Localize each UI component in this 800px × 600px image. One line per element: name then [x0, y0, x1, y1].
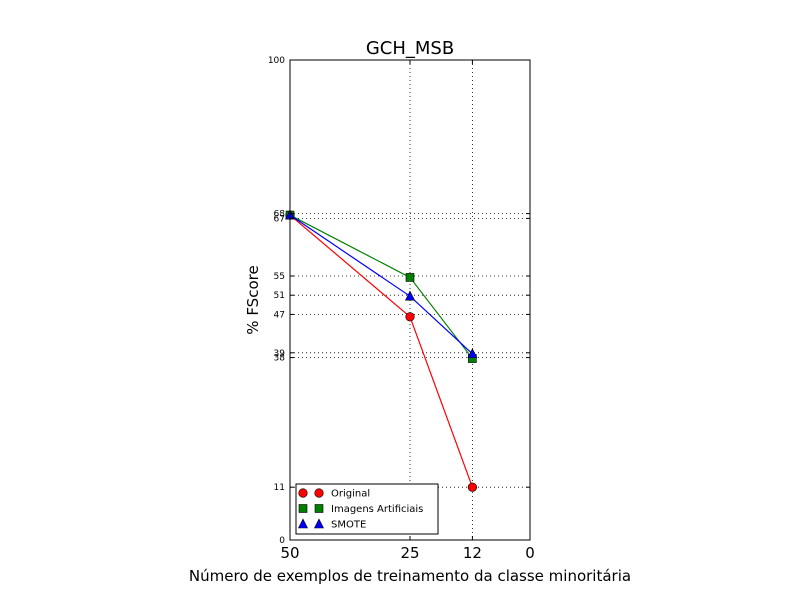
legend-marker-imagens-artificiais	[298, 504, 308, 513]
data-point-smote	[405, 290, 415, 301]
series-layer	[285, 209, 478, 492]
legend-marker-smote	[314, 518, 324, 529]
y-tick-label: 55	[274, 272, 285, 282]
y-axis-label: % FScore	[244, 265, 262, 334]
legend-marker-imagens-artificiais	[314, 504, 324, 513]
legend-label-smote: SMOTE	[331, 520, 366, 531]
x-tick-label: 0	[525, 544, 535, 562]
chart-title: GCH_MSB	[366, 38, 454, 59]
x-ticks: 50 25 12 0	[280, 60, 535, 562]
y-tick-label: 47	[274, 310, 285, 320]
y-tick-label: 100	[268, 56, 285, 66]
data-point-smote	[467, 348, 478, 359]
series-line-original	[289, 214, 473, 488]
y-tick-label: 11	[274, 483, 285, 493]
legend-marker-original	[298, 488, 308, 498]
y-tick-label: 0	[279, 536, 285, 546]
data-point-original	[405, 312, 415, 322]
legend-label-imagens-artificiais: Imagens Artificiais	[331, 504, 423, 515]
x-tick-label: 12	[463, 544, 482, 562]
series-line-imagens-artificiais	[289, 214, 473, 359]
y-tick-label: 51	[274, 291, 285, 301]
y-tick-label: 67	[274, 214, 285, 224]
data-point-original	[467, 482, 478, 492]
y-tick-label: 68	[274, 210, 286, 220]
x-tick-label: 25	[400, 544, 419, 562]
legend-marker-original	[314, 488, 324, 498]
y-tick-label: 39	[274, 349, 286, 359]
legend-marker-smote	[298, 518, 308, 529]
x-axis-label: Número de exemplos de treinamento da cla…	[189, 567, 631, 585]
legend: Original Imagens Artificiais SMOTE	[295, 483, 439, 535]
series-line-smote	[289, 214, 473, 355]
data-point-imagens-artificiais	[405, 273, 415, 282]
x-tick-label: 50	[280, 544, 299, 562]
y-tick-label: 38	[274, 354, 286, 364]
legend-label-original: Original	[331, 489, 370, 500]
